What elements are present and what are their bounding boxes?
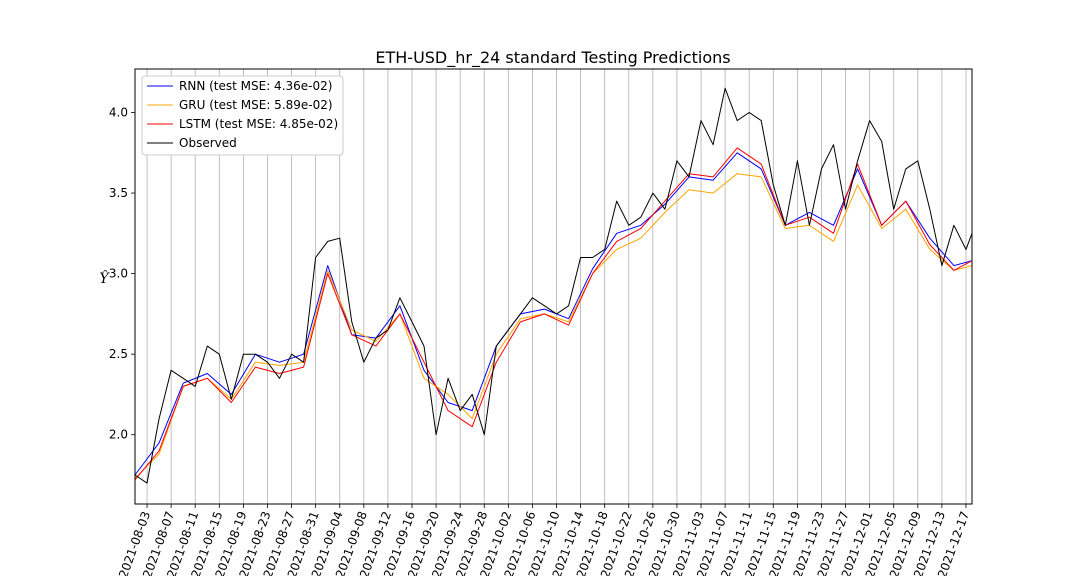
series-line-3 <box>134 87 973 484</box>
y-tick-label: 3.0 <box>109 267 128 281</box>
y-axis-label: Ŷ <box>99 269 110 287</box>
legend-entry: Observed <box>179 136 237 150</box>
legend-entry: RNN (test MSE: 4.36e-02) <box>179 79 332 93</box>
plot-area-frame <box>134 68 973 505</box>
series-line-1 <box>134 173 973 479</box>
chart-title: ETH-USD_hr_24 standard Testing Predictio… <box>375 48 730 68</box>
y-tick-label: 3.5 <box>109 186 128 200</box>
legend: RNN (test MSE: 4.36e-02) GRU (test MSE: 5… <box>141 75 344 156</box>
legend-entry: GRU (test MSE: 5.89e-02) <box>179 98 333 112</box>
y-tick-label: 2.0 <box>109 428 128 442</box>
y-tick-label: 4.0 <box>109 106 128 120</box>
legend-entry: LSTM (test MSE: 4.85e-02) <box>179 117 338 131</box>
grid <box>146 69 967 504</box>
y-tick-label: 2.5 <box>109 347 128 361</box>
y-axis-ticks: 2.0 2.5 3.0 3.5 4.0 <box>109 106 135 442</box>
series-lines <box>134 87 973 484</box>
legend-box <box>141 75 344 156</box>
